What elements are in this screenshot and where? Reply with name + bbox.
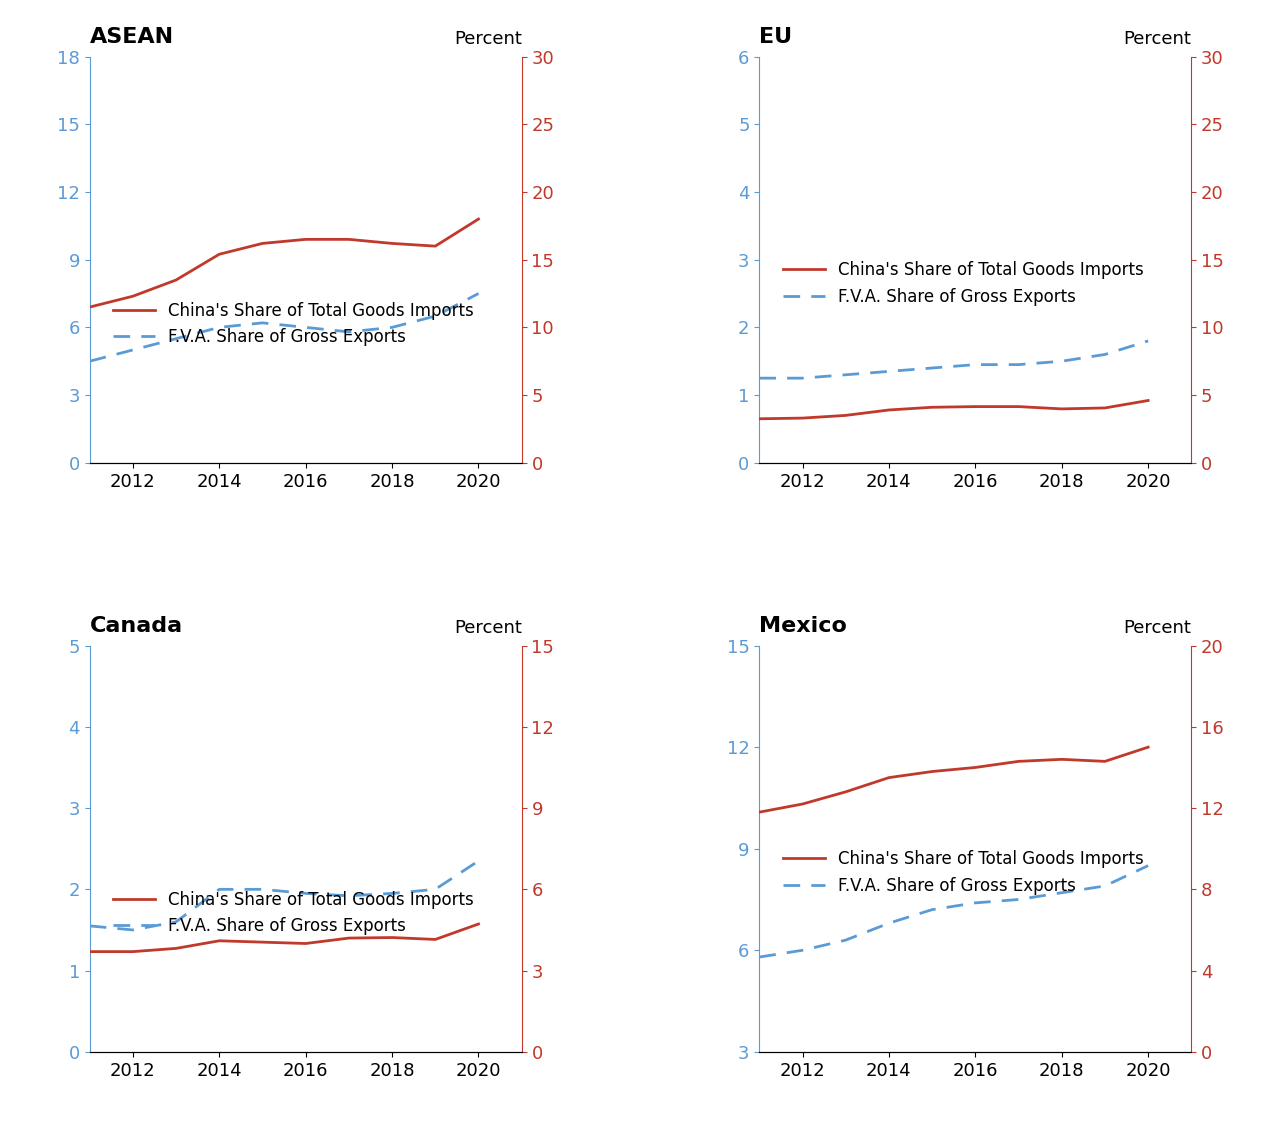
Text: Percent: Percent — [453, 620, 521, 638]
Text: Percent: Percent — [1123, 620, 1191, 638]
Legend: China's Share of Total Goods Imports, F.V.A. Share of Gross Exports: China's Share of Total Goods Imports, F.… — [106, 884, 480, 942]
Text: Mexico: Mexico — [760, 615, 847, 636]
Text: Canada: Canada — [90, 615, 183, 636]
Legend: China's Share of Total Goods Imports, F.V.A. Share of Gross Exports: China's Share of Total Goods Imports, F.… — [106, 295, 480, 353]
Text: EU: EU — [760, 27, 793, 46]
Text: Percent: Percent — [453, 31, 521, 49]
Text: Percent: Percent — [1123, 31, 1191, 49]
Legend: China's Share of Total Goods Imports, F.V.A. Share of Gross Exports: China's Share of Total Goods Imports, F.… — [776, 844, 1150, 901]
Text: ASEAN: ASEAN — [90, 27, 174, 46]
Legend: China's Share of Total Goods Imports, F.V.A. Share of Gross Exports: China's Share of Total Goods Imports, F.… — [776, 254, 1150, 312]
